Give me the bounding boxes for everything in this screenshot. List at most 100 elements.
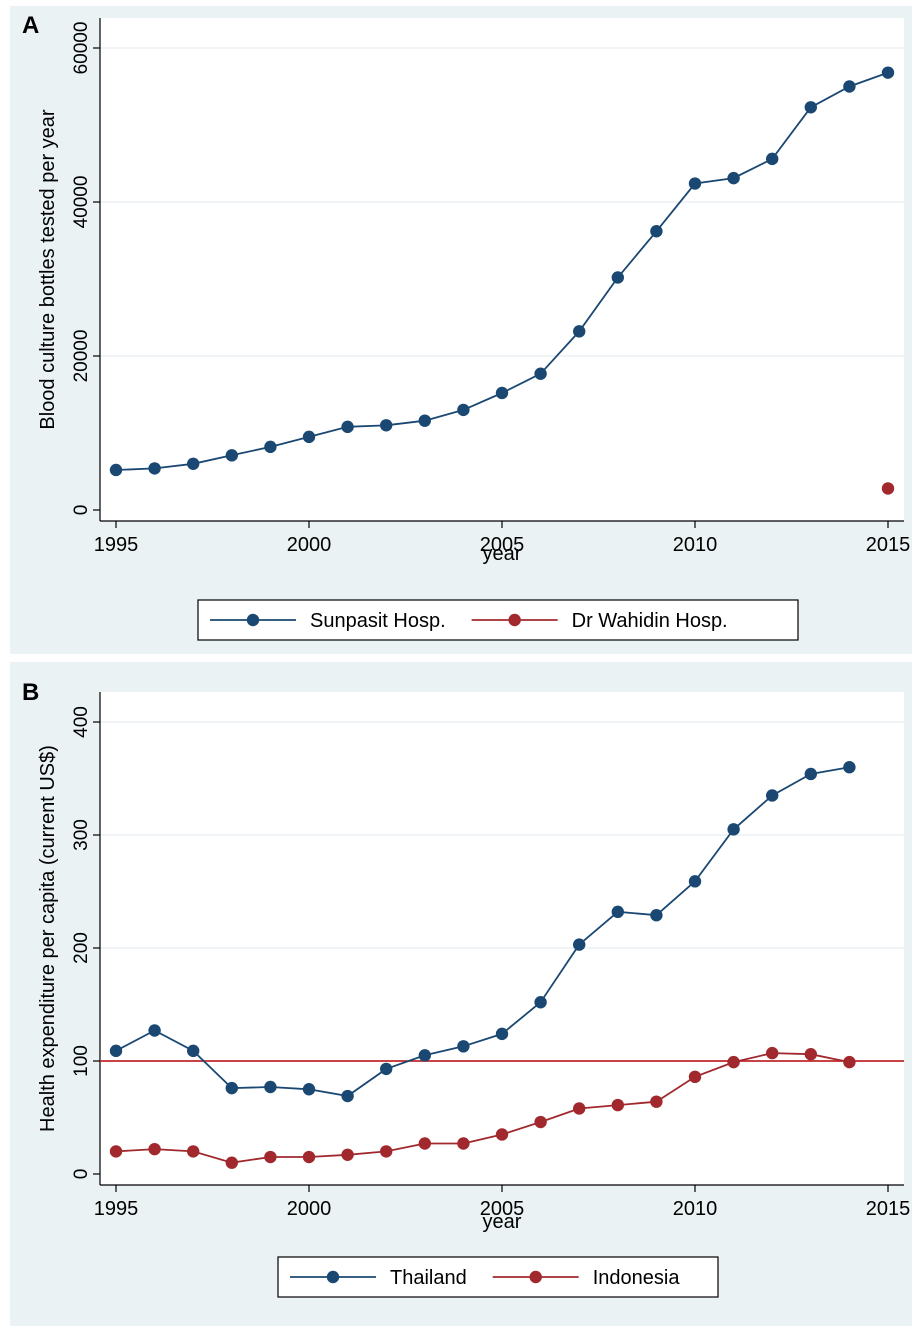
data-point <box>303 1083 315 1095</box>
data-point <box>805 1048 817 1060</box>
legend: Thailand Indonesia <box>278 1257 718 1297</box>
data-point <box>264 1151 276 1163</box>
panel-label: A <box>22 12 39 39</box>
legend-label: Indonesia <box>593 1267 681 1289</box>
data-point <box>612 1099 624 1111</box>
data-point <box>341 1149 353 1161</box>
x-tick-label: 2015 <box>866 534 911 556</box>
data-point <box>110 1045 122 1057</box>
data-point <box>805 101 817 113</box>
y-tick-label: 0 <box>71 505 92 516</box>
plot-area <box>100 692 904 1185</box>
legend-marker <box>327 1271 339 1283</box>
y-tick-label: 40000 <box>71 176 92 229</box>
x-tick-label: 1995 <box>94 534 139 556</box>
data-point <box>226 1157 238 1169</box>
legend: Sunpasit Hosp. Dr Wahidin Hosp. <box>198 600 798 640</box>
data-point <box>187 1145 199 1157</box>
y-tick-label: 0 <box>71 1169 92 1180</box>
legend-marker <box>508 614 520 626</box>
data-point <box>805 768 817 780</box>
data-point <box>843 1056 855 1068</box>
x-tick-label: 1995 <box>94 1198 139 1220</box>
data-point <box>264 441 276 453</box>
data-point <box>419 1049 431 1061</box>
data-point <box>187 458 199 470</box>
data-point <box>689 177 701 189</box>
data-point <box>110 1145 122 1157</box>
data-point <box>226 1082 238 1094</box>
data-point <box>148 1024 160 1036</box>
data-point <box>650 225 662 237</box>
data-point <box>573 1102 585 1114</box>
data-point <box>612 271 624 283</box>
data-point <box>380 1145 392 1157</box>
data-point <box>843 80 855 92</box>
data-point <box>226 449 238 461</box>
y-tick-label: 100 <box>71 1045 92 1077</box>
data-point <box>650 909 662 921</box>
x-tick-label: 2000 <box>287 534 332 556</box>
data-point <box>496 387 508 399</box>
data-point <box>882 66 894 78</box>
data-point <box>148 1143 160 1155</box>
data-point <box>419 414 431 426</box>
data-point <box>496 1128 508 1140</box>
data-point <box>612 906 624 918</box>
x-tick-label: 2000 <box>287 1198 332 1220</box>
data-point <box>534 996 546 1008</box>
y-tick-label: 400 <box>71 706 92 738</box>
y-tick-label: 60000 <box>71 22 92 75</box>
data-point <box>689 1071 701 1083</box>
data-point <box>650 1095 662 1107</box>
data-point <box>843 761 855 773</box>
data-point <box>727 823 739 835</box>
data-point <box>341 1090 353 1102</box>
data-point <box>457 1137 469 1149</box>
data-point <box>689 875 701 887</box>
data-point <box>882 482 894 494</box>
chart-panel-b: 0 100 200 300 400 1995 2000 2005 2010 2015 year Hea… <box>10 662 912 1326</box>
y-axis-title: Blood culture bottles tested per year <box>37 109 59 430</box>
legend-label: Thailand <box>390 1267 467 1289</box>
data-point <box>419 1137 431 1149</box>
data-point <box>534 368 546 380</box>
panel-label: B <box>22 679 39 706</box>
x-tick-label: 2010 <box>673 534 718 556</box>
legend-marker <box>247 614 259 626</box>
data-point <box>573 325 585 337</box>
y-axis-title: Health expenditure per capita (current U… <box>37 745 59 1132</box>
data-point <box>264 1081 276 1093</box>
data-point <box>380 1063 392 1075</box>
data-point <box>110 464 122 476</box>
data-point <box>573 938 585 950</box>
data-point <box>766 1047 778 1059</box>
x-axis-title: year <box>483 1211 522 1233</box>
plot-area <box>100 18 904 521</box>
y-tick-label: 20000 <box>71 330 92 383</box>
data-point <box>766 153 778 165</box>
series-dr-wahidin-hosp <box>882 482 894 494</box>
chart-panel-a: 0 20000 40000 60000 1995 2000 2005 2010 2015 year… <box>10 6 912 654</box>
legend-label: Dr Wahidin Hosp. <box>572 610 728 632</box>
data-point <box>380 419 392 431</box>
x-tick-label: 2015 <box>866 1198 911 1220</box>
x-tick-label: 2010 <box>673 1198 718 1220</box>
data-point <box>727 172 739 184</box>
data-point <box>766 789 778 801</box>
legend-label: Sunpasit Hosp. <box>310 610 446 632</box>
y-tick-label: 200 <box>71 932 92 964</box>
data-point <box>457 1040 469 1052</box>
legend-marker <box>530 1271 542 1283</box>
data-point <box>148 462 160 474</box>
data-point <box>496 1028 508 1040</box>
data-point <box>303 431 315 443</box>
y-tick-label: 300 <box>71 819 92 851</box>
x-axis-title: year <box>483 543 522 565</box>
data-point <box>341 421 353 433</box>
data-point <box>727 1056 739 1068</box>
data-point <box>534 1116 546 1128</box>
data-point <box>303 1151 315 1163</box>
data-point <box>457 404 469 416</box>
